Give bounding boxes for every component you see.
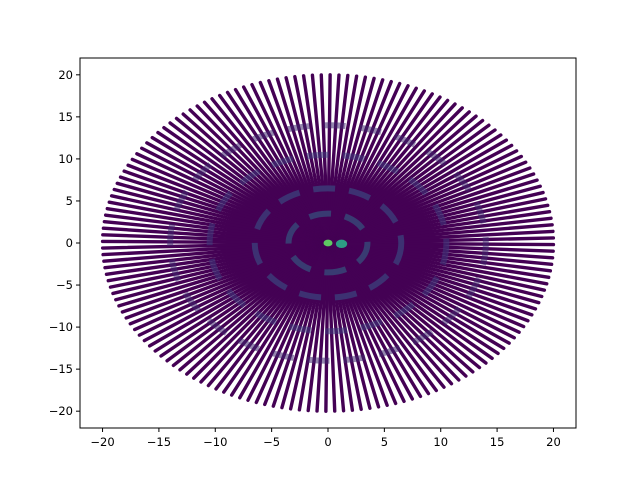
plot-area [100, 73, 556, 413]
x-tick-label: 20 [546, 435, 561, 449]
features-layer [167, 122, 489, 364]
x-tick-label: 5 [381, 435, 388, 449]
x-tick-label: −10 [203, 435, 227, 449]
y-tick-label: 20 [58, 68, 73, 82]
x-tick-label: −5 [263, 435, 280, 449]
y-tick-label: −10 [49, 320, 73, 334]
y-tick-label: 10 [58, 152, 73, 166]
y-tick-label: −5 [56, 278, 73, 292]
y-tick-label: −15 [49, 362, 73, 376]
x-tick-label: −15 [147, 435, 171, 449]
intensity-ring [251, 185, 405, 301]
x-tick-label: 15 [490, 435, 505, 449]
y-axis: −20 −15 −10 −5 0 5 10 15 20 [49, 68, 80, 418]
x-tick-label: 10 [433, 435, 448, 449]
x-tick-label: −20 [90, 435, 114, 449]
intensity-spot [335, 239, 348, 249]
intensity-ring [206, 151, 450, 335]
y-tick-label: 15 [58, 110, 73, 124]
y-tick-label: 5 [66, 194, 73, 208]
intensity-spot [323, 239, 333, 247]
y-tick-label: −20 [49, 404, 73, 418]
x-tick-label: 0 [324, 435, 331, 449]
x-axis: −20 −15 −10 −5 0 5 10 15 20 [90, 428, 561, 449]
intensity-ring [167, 122, 489, 364]
y-tick-label: 0 [66, 236, 73, 250]
intensity-ring [285, 210, 371, 276]
